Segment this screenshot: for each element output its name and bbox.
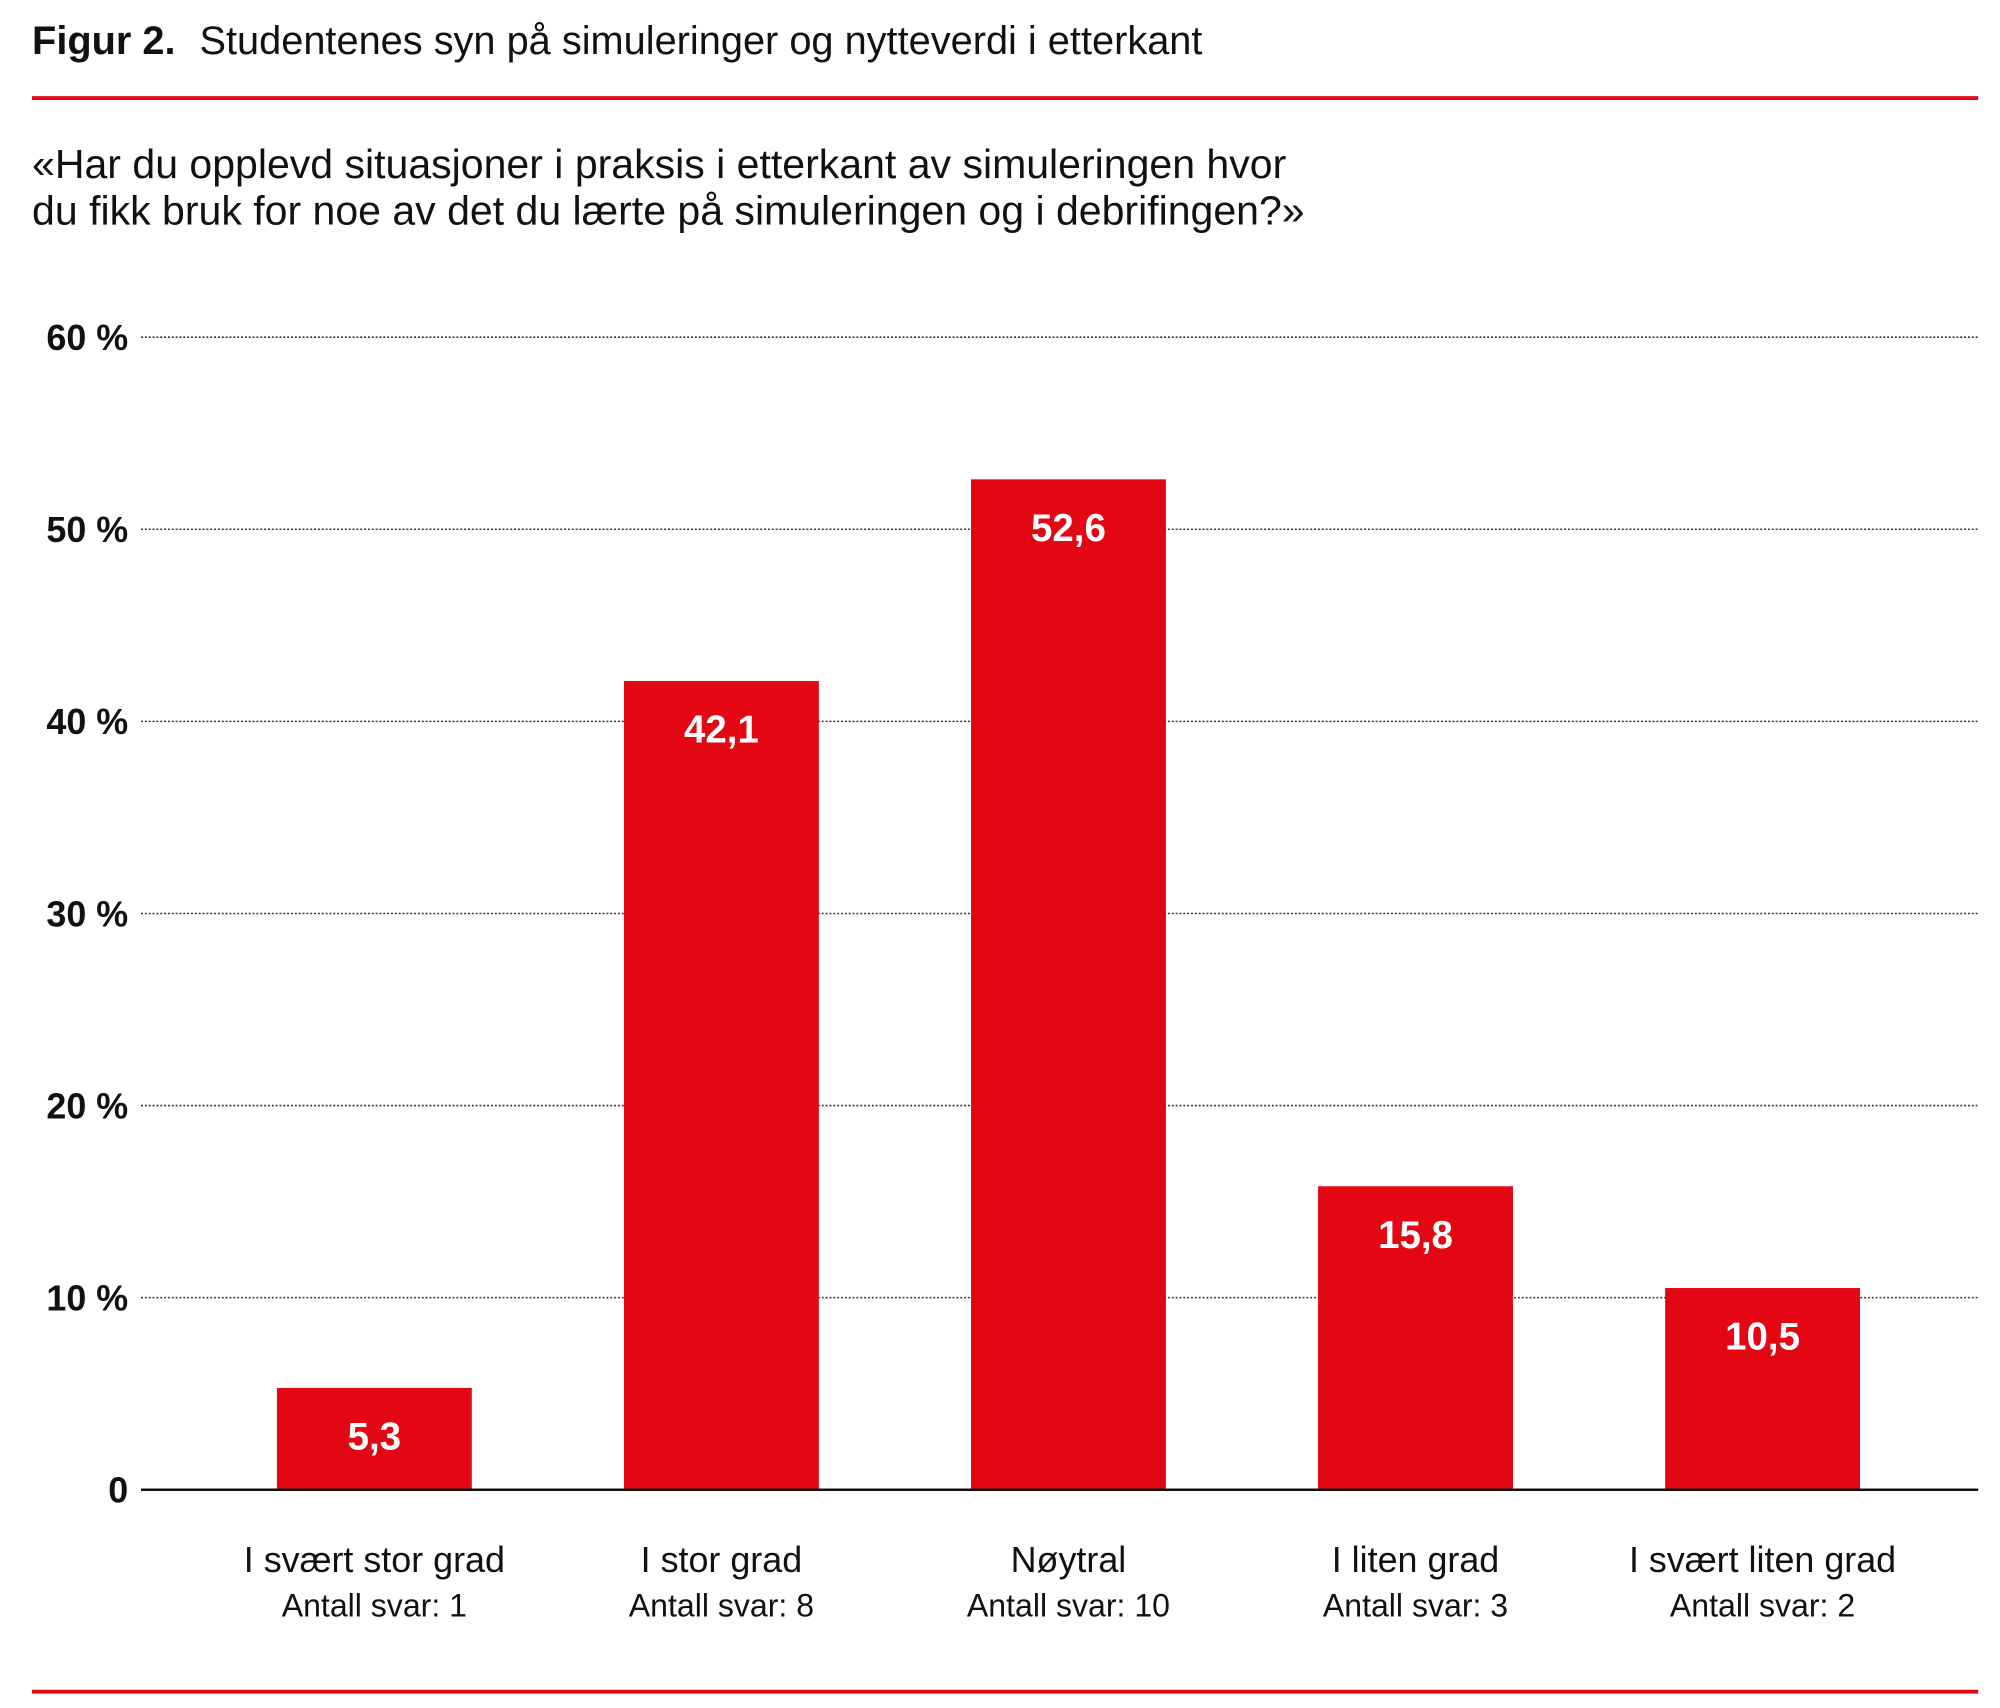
bar-value-label: 10,5	[1725, 1316, 1800, 1359]
x-category-label: Nøytral	[1011, 1540, 1127, 1580]
x-category-sublabel: Antall svar: 2	[1670, 1588, 1855, 1624]
survey-question: «Har du opplevd situasjoner i praksis i …	[32, 141, 1305, 233]
x-category-label: I svært stor grad	[244, 1540, 505, 1580]
figure-title-text: Studentenes syn på simuleringer og nytte…	[199, 17, 1203, 63]
x-category-label: I stor grad	[641, 1540, 803, 1580]
bar-value-label: 5,3	[348, 1415, 401, 1458]
question-line-1: «Har du opplevd situasjoner i praksis i …	[32, 141, 1287, 188]
x-category-sublabel: Antall svar: 1	[282, 1588, 467, 1624]
bar	[971, 479, 1166, 1490]
x-category-sublabel: Antall svar: 10	[967, 1588, 1170, 1624]
y-tick-label: 30 %	[46, 894, 128, 934]
top-rule	[32, 96, 1979, 100]
bar-value-label: 15,8	[1378, 1214, 1453, 1257]
bottom-rule	[32, 1689, 1979, 1694]
y-tick-label: 50 %	[46, 510, 128, 550]
bar-value-label: 42,1	[684, 709, 759, 752]
figure-title: Figur 2. Studentenes syn på simuleringer…	[32, 18, 1202, 64]
bar-value-label: 52,6	[1031, 507, 1106, 550]
x-category-sublabel: Antall svar: 8	[629, 1588, 814, 1624]
x-category-sublabel: Antall svar: 3	[1323, 1588, 1508, 1624]
y-tick-label: 20 %	[46, 1086, 128, 1126]
x-category-label: I svært liten grad	[1629, 1540, 1896, 1580]
bar	[623, 681, 819, 1490]
y-tick-label: 0	[108, 1471, 128, 1511]
y-tick-label: 10 %	[46, 1278, 128, 1318]
x-category-label: I liten grad	[1332, 1540, 1500, 1580]
bar	[1665, 1288, 1860, 1490]
question-line-2: du fikk bruk for noe av det du lærte på …	[32, 187, 1305, 234]
figure-label: Figur 2.	[32, 17, 176, 63]
y-tick-label: 40 %	[46, 702, 128, 742]
y-tick-label: 60 %	[46, 318, 128, 358]
bar	[1318, 1186, 1513, 1490]
bar	[276, 1387, 472, 1490]
